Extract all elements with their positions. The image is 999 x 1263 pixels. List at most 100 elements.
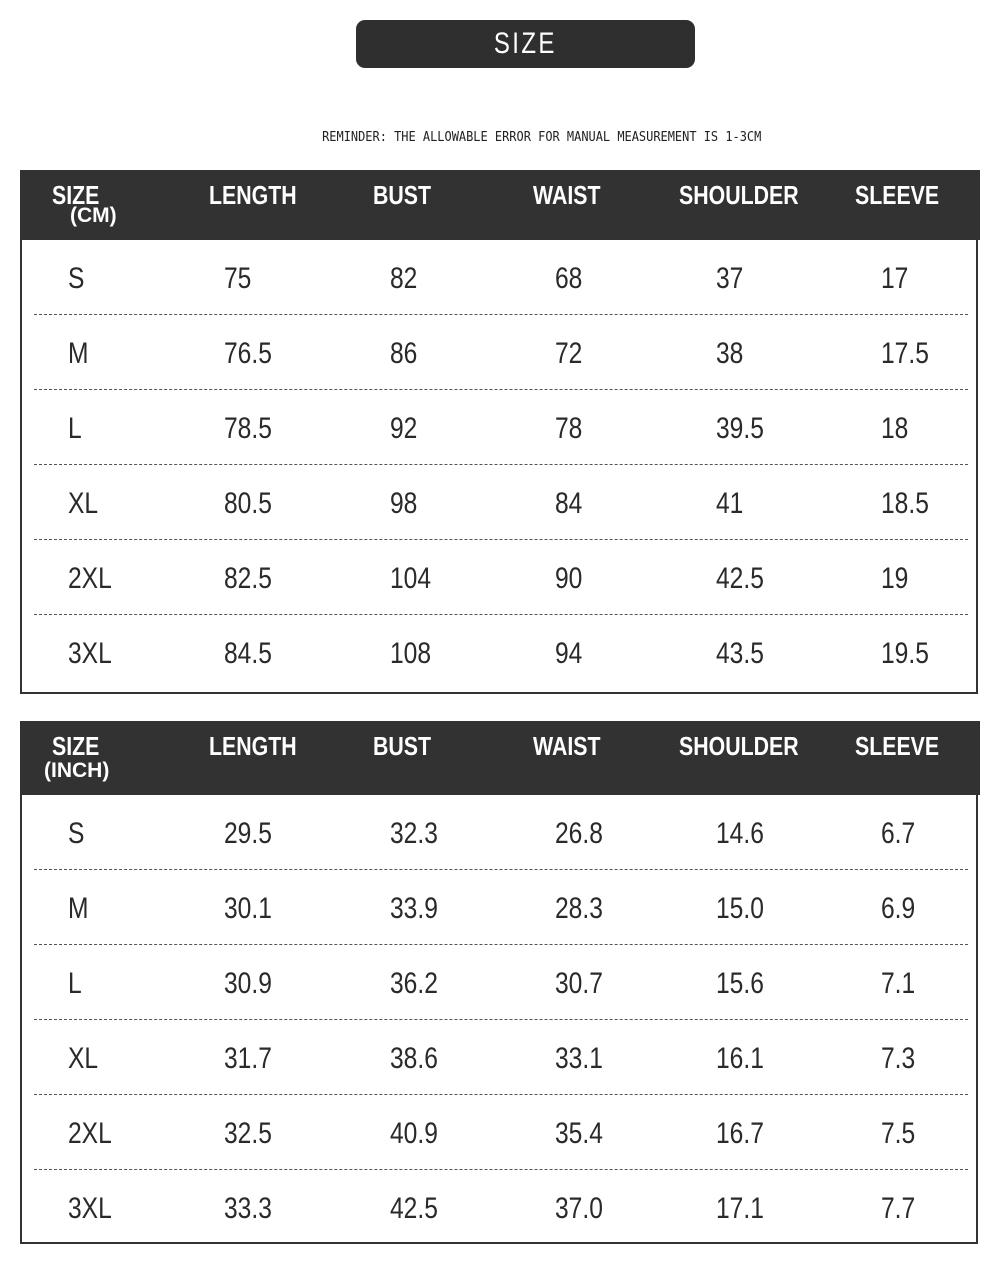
cell-value: 2XL [68,562,112,595]
measurement-cell: 39.5 [716,412,774,446]
cell-value: 42.5 [390,1192,438,1225]
measurement-cell: 17.1 [716,1192,774,1226]
measurement-cell: 38 [716,337,749,371]
cell-value: 36.2 [390,967,438,1000]
table-row: S 29.5 32.3 26.8 14.6 6.7 [22,795,976,870]
measurement-cell: 94 [555,637,588,671]
cell-value: 19.5 [881,637,929,670]
page-title: SIZE [494,27,557,60]
cell-value: 104 [390,562,432,595]
cell-value: 31.7 [224,1042,272,1075]
cell-value: 17.1 [716,1192,764,1225]
row-divider [34,1169,968,1170]
cell-value: 7.7 [881,1192,916,1225]
measurement-cell: 75 [224,262,257,296]
cell-value: 35.4 [555,1117,603,1150]
measurement-cell: 82 [390,262,423,296]
row-divider [34,464,968,465]
cell-value: 78.5 [224,412,272,445]
cell-value: 30.1 [224,892,272,925]
size-cell: M [68,892,93,926]
cell-value: 17.5 [881,337,929,370]
cell-value: 15.6 [716,967,764,1000]
cell-value: 6.9 [881,892,916,925]
cell-value: L [68,412,82,445]
size-cell: XL [68,1042,105,1076]
column-header-label: SLEEVE [855,180,940,210]
cell-value: 37.0 [555,1192,603,1225]
measurement-cell: 30.1 [224,892,282,926]
row-divider [34,539,968,540]
cell-value: 98 [390,487,418,520]
measurement-cell: 76.5 [224,337,282,371]
cell-value: 82 [390,262,418,295]
cell-value: 30.7 [555,967,603,1000]
row-divider [34,869,968,870]
cell-value: 40.9 [390,1117,438,1150]
table-row: XL 80.5 98 84 41 18.5 [22,465,976,540]
measurement-cell: 30.7 [555,967,613,1001]
measurement-cell: 7.1 [881,967,923,1001]
measurement-cell: 30.9 [224,967,282,1001]
cell-value: 28.3 [555,892,603,925]
table-row: 3XL 84.5 108 94 43.5 19.5 [22,615,976,690]
cell-value: 42.5 [716,562,764,595]
table-row: S 75 82 68 37 17 [22,240,976,315]
size-table-inch: SIZE LENGTH BUST WAIST SHOULDER SLEEVE (INCH) S… [20,721,980,1245]
table-row: M 76.5 86 72 38 17.5 [22,315,976,390]
measurement-cell: 40.9 [390,1117,448,1151]
cell-value: 72 [555,337,583,370]
measurement-cell: 90 [555,562,588,596]
row-divider [34,614,968,615]
column-header-label: SHOULDER [679,731,799,761]
cell-value: 84 [555,487,583,520]
table-row: 3XL 33.3 42.5 37.0 17.1 7.7 [22,1170,976,1245]
reminder-text: REMINDER: THE ALLOWABLE ERROR FOR MANUAL… [322,130,762,145]
cell-value: 43.5 [716,637,764,670]
cell-value: 68 [555,262,583,295]
size-cell: 2XL [68,1117,121,1151]
table-row: M 30.1 33.9 28.3 15.0 6.9 [22,870,976,945]
measurement-cell: 33.9 [390,892,448,926]
row-divider [34,944,968,945]
size-cell: 2XL [68,562,121,596]
column-header-label: WAIST [533,731,601,761]
column-header-length: LENGTH [209,731,316,762]
measurement-cell: 78 [555,412,588,446]
measurement-cell: 104 [390,562,440,596]
size-cell: XL [68,487,105,521]
measurement-cell: 17 [881,262,914,296]
cell-value: 18.5 [881,487,929,520]
column-header-label: BUST [373,731,432,761]
measurement-cell: 37.0 [555,1192,613,1226]
measurement-cell: 18 [881,412,914,446]
column-header-label: LENGTH [209,180,297,210]
cell-value: 76.5 [224,337,272,370]
size-cell: S [68,817,88,851]
measurement-cell: 7.3 [881,1042,923,1076]
measurement-cell: 37 [716,262,749,296]
measurement-cell: 42.5 [390,1192,448,1226]
column-header-shoulder: SHOULDER [679,180,825,211]
cell-value: XL [68,1042,99,1075]
measurement-cell: 35.4 [555,1117,613,1151]
column-header-length: LENGTH [209,180,316,211]
column-header-sleeve: SLEEVE [855,180,958,211]
measurement-cell: 80.5 [224,487,282,521]
size-cell: L [68,412,85,446]
row-divider [34,1019,968,1020]
measurement-cell: 17.5 [881,337,939,371]
measurement-cell: 16.1 [716,1042,774,1076]
measurement-cell: 32.3 [390,817,448,851]
measurement-cell: 36.2 [390,967,448,1001]
column-header-label: SIZE [52,731,100,761]
measurement-cell: 7.7 [881,1192,923,1226]
column-header-waist: WAIST [533,731,615,762]
cell-value: 37 [716,262,744,295]
title-banner: SIZE [356,20,695,68]
measurement-cell: 15.6 [716,967,774,1001]
cell-value: 90 [555,562,583,595]
cell-value: S [68,817,85,850]
cell-value: 32.3 [390,817,438,850]
cell-value: 7.5 [881,1117,916,1150]
